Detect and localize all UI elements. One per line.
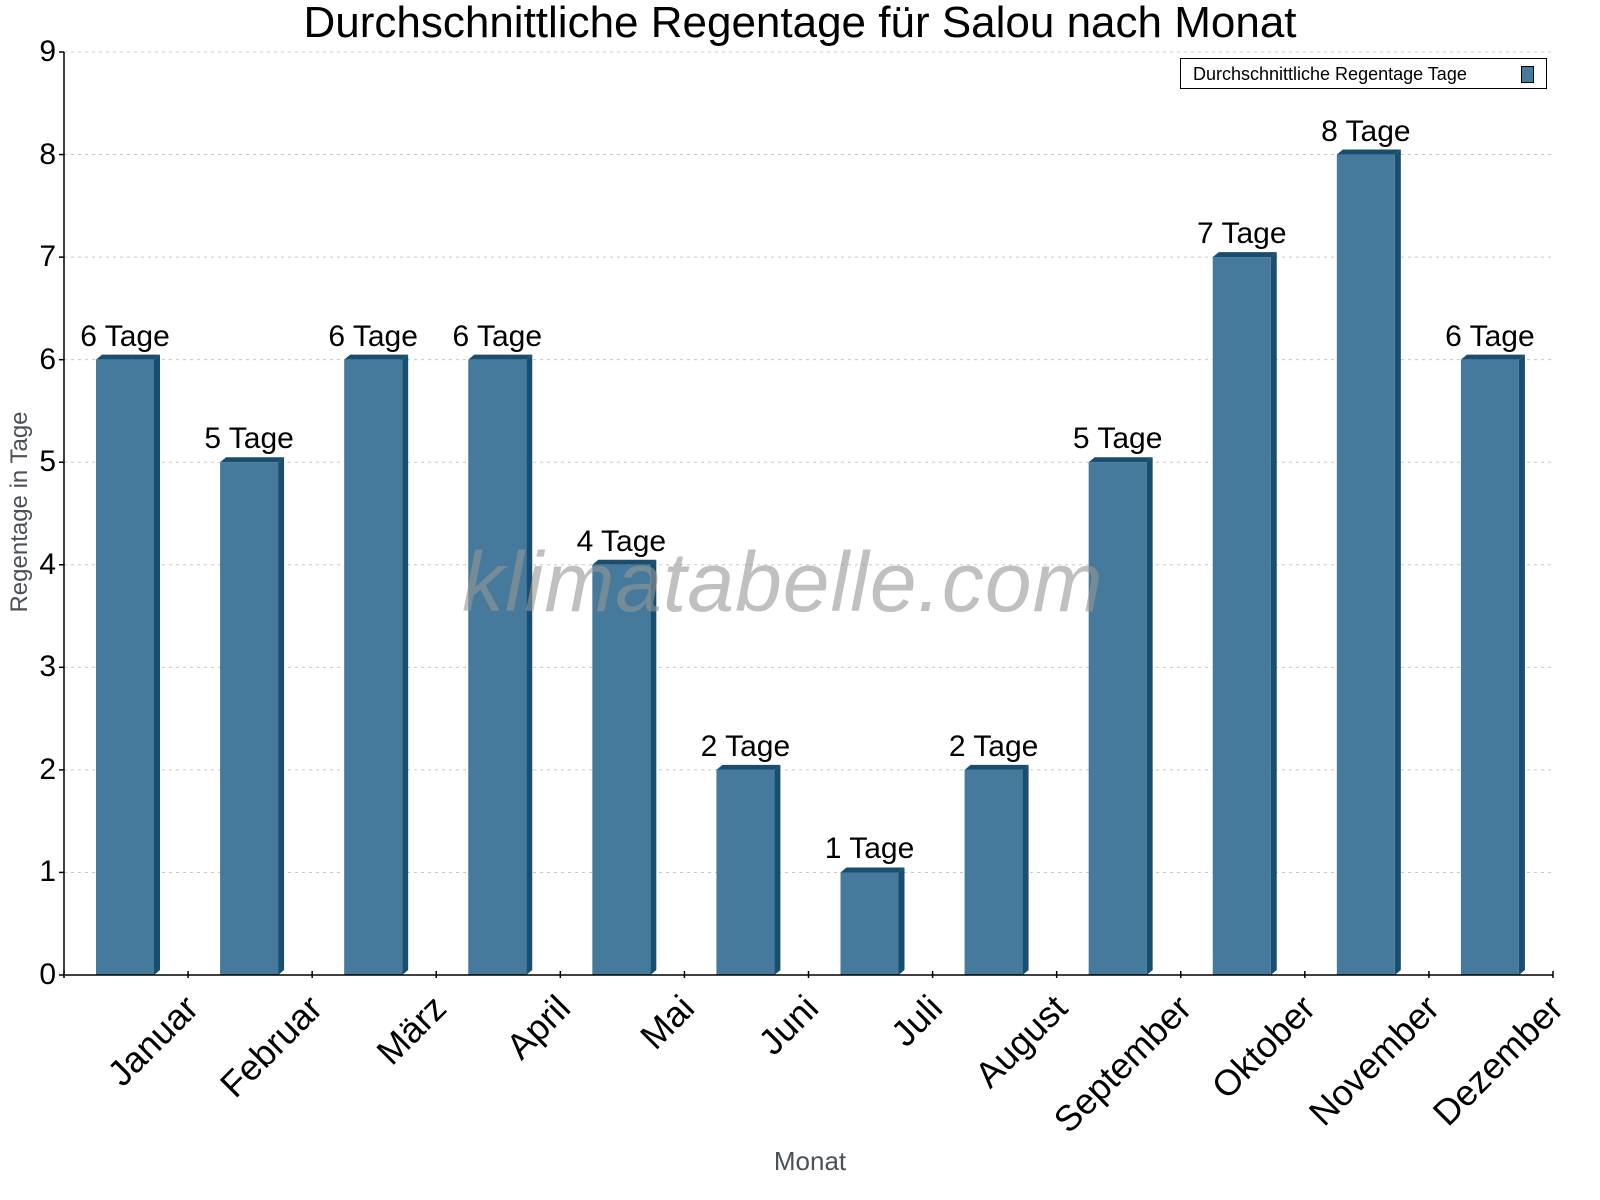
- bar: [344, 354, 409, 976]
- data-label: 6 Tage: [452, 319, 543, 353]
- data-label: 6 Tage: [80, 319, 170, 353]
- data-label: 2 Tage: [948, 729, 1039, 763]
- y-tick-label: 9: [39, 35, 56, 68]
- legend-label: Durchschnittliche Regentage Tage: [1193, 64, 1467, 84]
- data-label: 5 Tage: [1072, 422, 1163, 456]
- axes: [59, 51, 1554, 978]
- y-tick-label: 1: [39, 855, 56, 889]
- gridlines: [64, 51, 1553, 873]
- y-axis-title: Regentage in Tage: [6, 411, 33, 613]
- data-label: 6 Tage: [328, 319, 418, 353]
- y-tick-label: 6: [39, 342, 56, 376]
- data-label: 5 Tage: [204, 422, 294, 456]
- y-tick-label: 5: [39, 445, 56, 479]
- data-label: 7 Tage: [1196, 217, 1287, 251]
- legend-swatch-icon: [1521, 66, 1534, 83]
- bar: [840, 867, 905, 975]
- bar: [716, 764, 781, 975]
- x-axis-title: Monat: [773, 1146, 847, 1176]
- y-tick-label: 0: [39, 958, 56, 991]
- y-tick-label: 4: [39, 547, 56, 581]
- bar: [1460, 354, 1525, 976]
- bar: [220, 457, 285, 975]
- bar: [1336, 149, 1401, 976]
- y-tick-label: 3: [39, 650, 56, 684]
- data-label: 4 Tage: [576, 524, 667, 558]
- bar: [468, 354, 533, 976]
- y-tick-label: 2: [39, 752, 56, 786]
- data-label: 6 Tage: [1445, 319, 1535, 353]
- bar: [1088, 457, 1153, 975]
- bar: [1212, 252, 1277, 976]
- data-label: 1 Tage: [824, 832, 915, 866]
- bars: [96, 149, 1525, 976]
- y-tick-label: 8: [39, 137, 56, 171]
- y-tick-label: 7: [39, 240, 56, 274]
- bar: [96, 354, 160, 976]
- bar: [964, 764, 1029, 975]
- data-label: 2 Tage: [700, 729, 791, 763]
- bar: [592, 559, 657, 975]
- legend: Durchschnittliche Regentage Tage: [1180, 58, 1547, 89]
- data-label: 8 Tage: [1321, 114, 1411, 148]
- chart-title: Durchschnittliche Regentage für Salou na…: [303, 0, 1297, 47]
